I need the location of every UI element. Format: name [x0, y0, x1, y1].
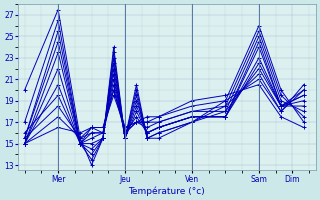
- X-axis label: Température (°c): Température (°c): [129, 186, 205, 196]
